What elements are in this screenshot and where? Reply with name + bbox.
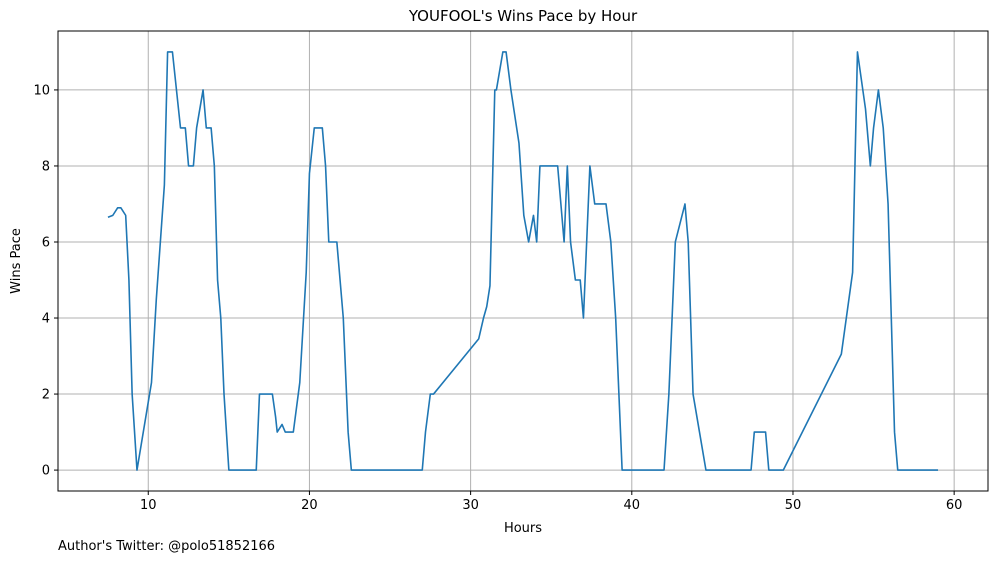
x-tick-label: 30: [462, 498, 479, 513]
y-tick-label: 6: [42, 235, 50, 250]
y-tick-label: 8: [42, 159, 50, 174]
chart-title: YOUFOOL's Wins Pace by Hour: [408, 7, 638, 25]
x-tick-label: 10: [140, 498, 157, 513]
y-axis-label: Wins Pace: [9, 228, 24, 294]
grid-lines: [58, 31, 988, 491]
x-tick-label: 60: [946, 498, 963, 513]
x-axis-label: Hours: [504, 521, 542, 536]
x-axis-ticks: 10 20 30 40 50 60: [140, 491, 962, 513]
y-tick-label: 2: [42, 388, 50, 403]
plot-frame: [57, 30, 989, 492]
x-tick-label: 50: [785, 498, 802, 513]
x-tick-label: 40: [624, 498, 641, 513]
wins-pace-line: [107, 51, 939, 471]
y-tick-label: 0: [42, 464, 50, 479]
y-tick-label: 4: [42, 312, 50, 327]
y-axis-ticks: 0 2 4 6 8 10: [33, 83, 58, 479]
y-tick-label: 10: [33, 83, 50, 98]
author-credit: Author's Twitter: @polo51852166: [58, 539, 275, 554]
x-tick-label: 20: [301, 498, 318, 513]
